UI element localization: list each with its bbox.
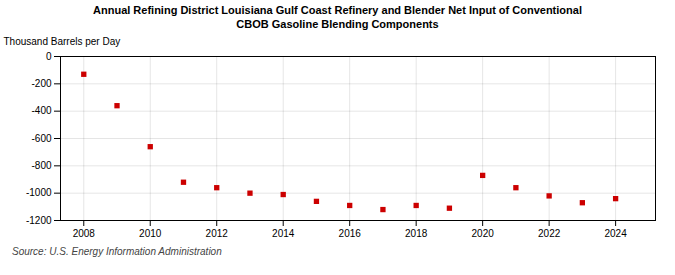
svg-text:2018: 2018 bbox=[405, 227, 428, 238]
svg-text:Thousand Barrels per Day: Thousand Barrels per Day bbox=[4, 35, 121, 46]
svg-text:2020: 2020 bbox=[472, 227, 495, 238]
html-text:Annual Refining District Louis: Annual Refining District Louisiana Gulf … bbox=[93, 4, 582, 30]
svg-text:-600: -600 bbox=[31, 132, 51, 143]
svg-text:-1000: -1000 bbox=[26, 187, 52, 198]
svg-text:2012: 2012 bbox=[206, 227, 229, 238]
svg-text:2014: 2014 bbox=[272, 227, 295, 238]
svg-text:2010: 2010 bbox=[139, 227, 162, 238]
svg-text:2022: 2022 bbox=[538, 227, 561, 238]
svg-text:-1200: -1200 bbox=[26, 214, 52, 225]
html-text:Source: U.S. Energy Informatio: Source: U.S. Energy Information Administ… bbox=[12, 245, 222, 257]
svg-text:2016: 2016 bbox=[339, 227, 362, 238]
svg-text:2008: 2008 bbox=[73, 227, 96, 238]
svg-text:-400: -400 bbox=[31, 105, 51, 116]
svg-text:2024: 2024 bbox=[604, 227, 627, 238]
svg-text:0: 0 bbox=[46, 50, 52, 61]
svg-text:-800: -800 bbox=[31, 160, 51, 171]
svg-text:-200: -200 bbox=[31, 78, 51, 89]
